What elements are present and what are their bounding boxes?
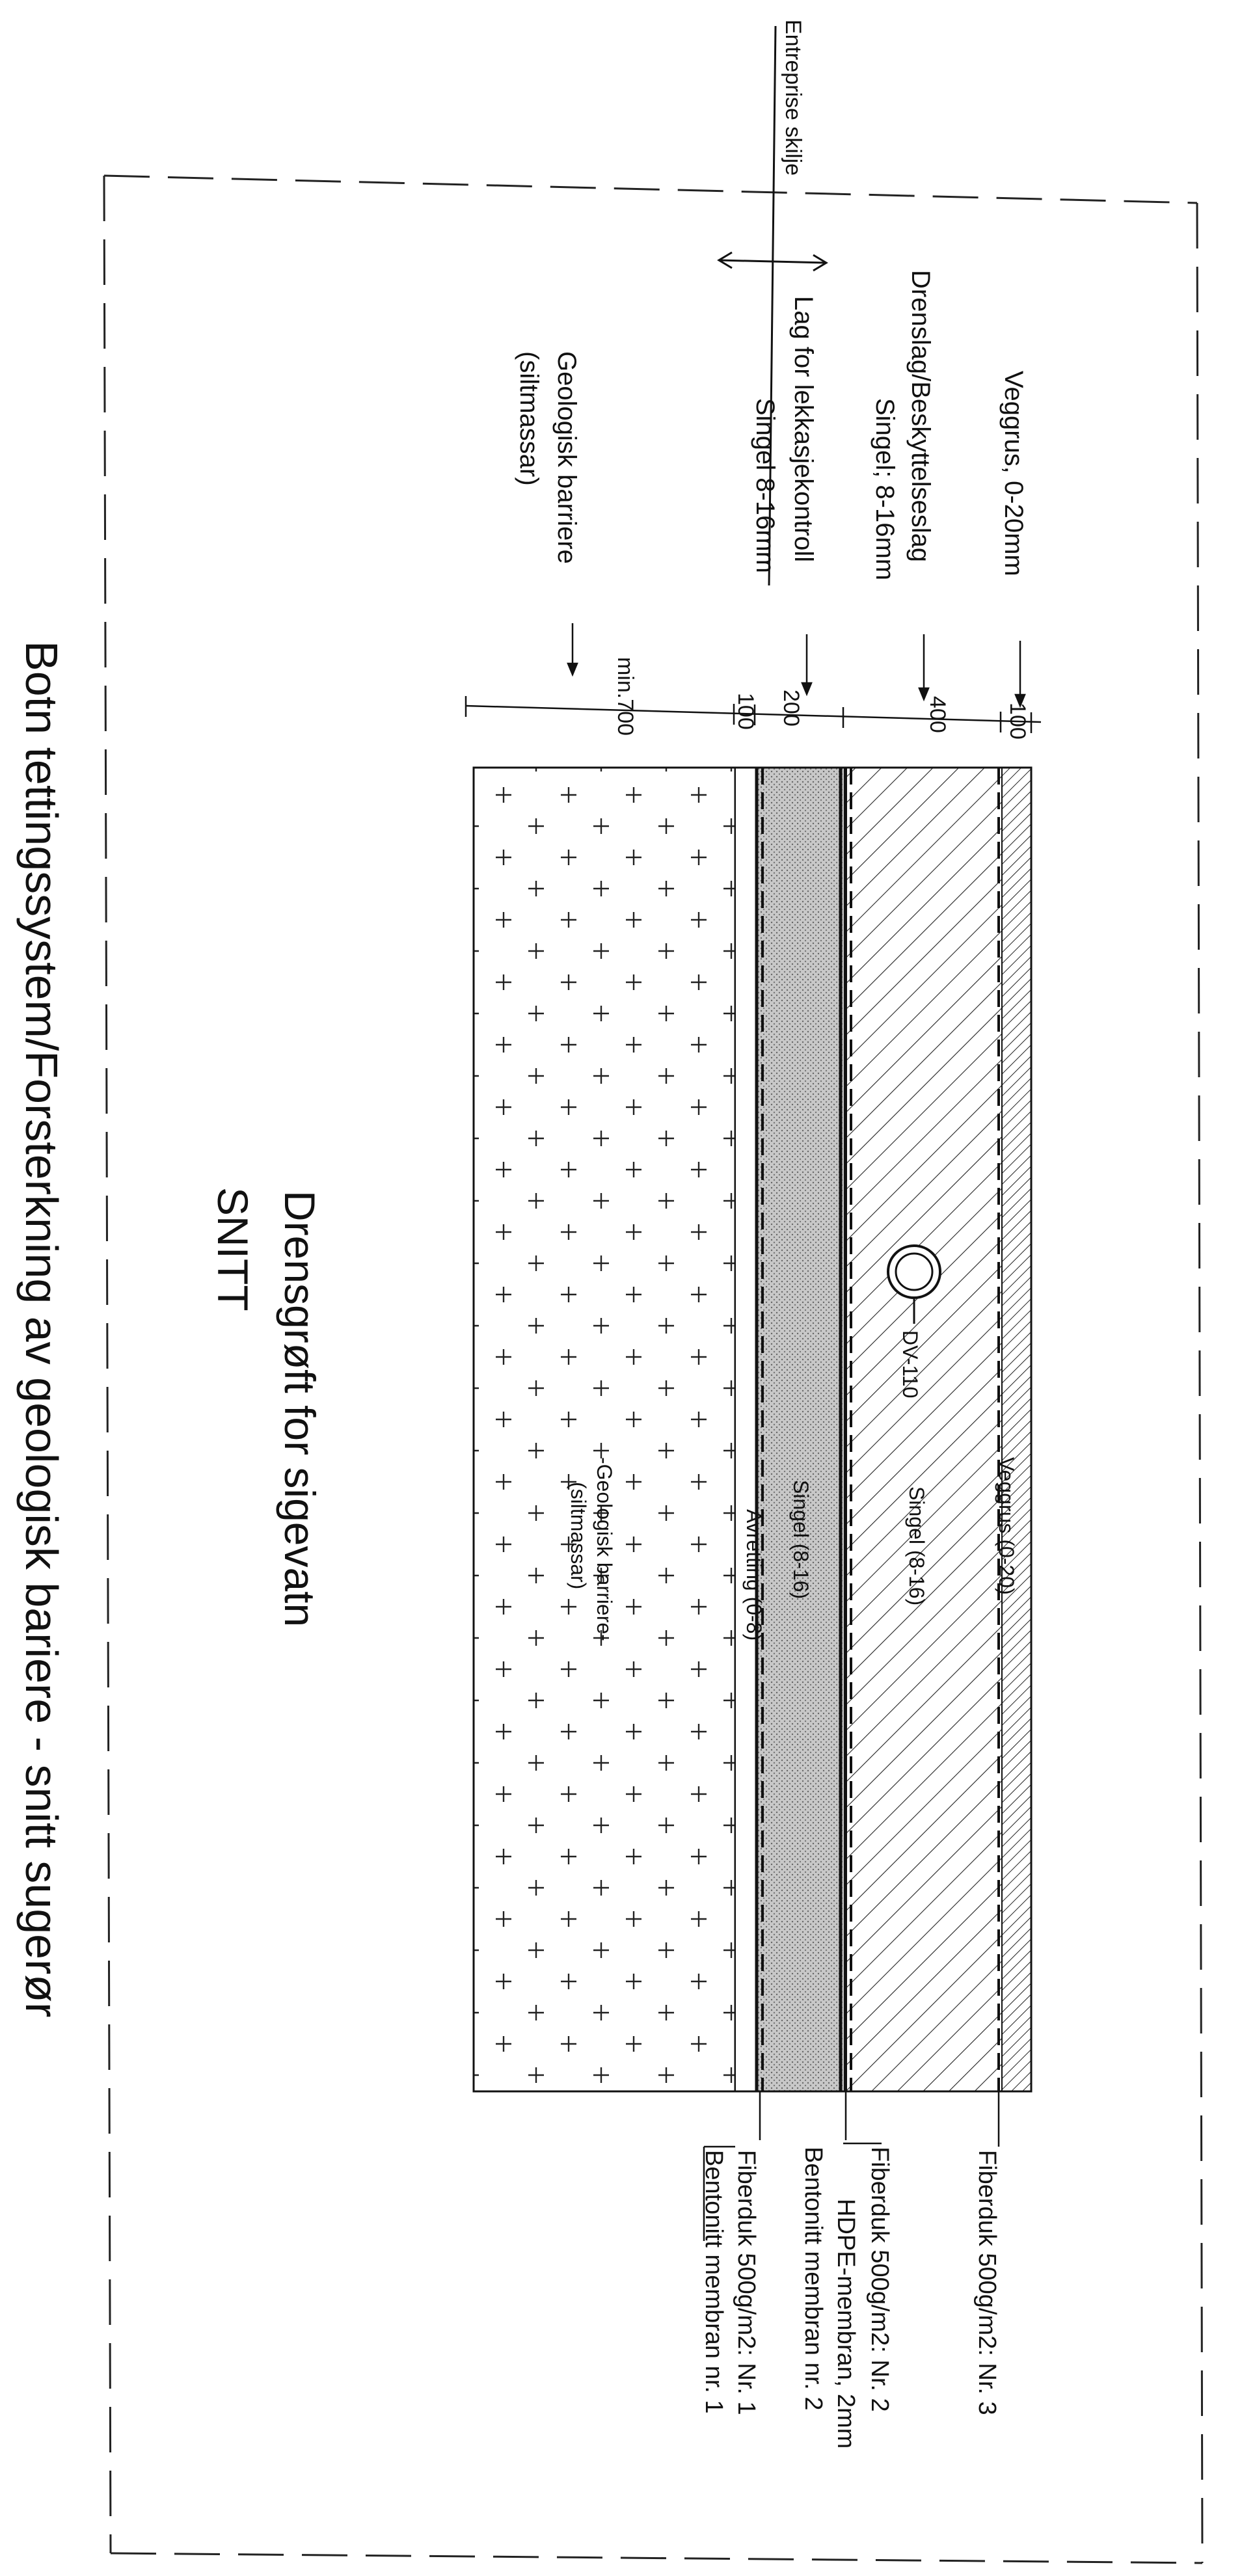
drainage-singel-layer	[844, 767, 1003, 2092]
drenslag-label-1: Drenslag/Beskyttelseslag	[906, 270, 935, 562]
dim-lekkasje: 200	[779, 690, 803, 727]
subtitle-line-2: SNITT	[209, 1187, 257, 1311]
fiberduk-1-label: Fiberduk 500g/m2: Nr. 1	[733, 2150, 760, 2415]
dim-avretting: 100	[733, 693, 758, 730]
lekkasje-label-1: Lag for lekkasjekontroll	[789, 296, 818, 562]
drawing-frame	[103, 174, 1204, 2564]
layer-stack	[472, 766, 1033, 2093]
drainage-pipe	[887, 1244, 941, 1324]
dimension-line	[465, 696, 1042, 733]
veggrus-inner-label: Veggrus (0-20)	[995, 1457, 1018, 1595]
singel-lower-inner-label: Singel (8-16)	[789, 1480, 813, 1599]
avretting-inner-label: Avretting (0-8)	[742, 1509, 766, 1641]
main-title: Botn tettingssystem/Forsterkning av geol…	[16, 641, 67, 2017]
lekkasje-label-2: Singel 8-16mm	[751, 398, 779, 573]
fiberduk-3-label: Fiberduk 500g/m2: Nr. 3	[973, 2150, 1001, 2415]
dim-drenslag: 400	[925, 696, 950, 733]
veggrus-layer	[1001, 767, 1032, 2092]
dim-geo-barrier: min.700	[613, 657, 638, 736]
subtitle-line-1: Drensgrøft for sigevatn	[276, 1190, 324, 1627]
drenslag-label-2: Singel; 8-16mm	[871, 398, 899, 580]
avretting-layer	[735, 767, 757, 2092]
pipe-label: DV-110	[898, 1330, 922, 1398]
veggrus-label: Veggrus, 0-20mm	[999, 371, 1028, 576]
contract-boundary-label: Entreprise skilje	[781, 20, 805, 176]
geo-barrier-label-2: (siltmassar)	[515, 351, 543, 486]
singel-upper-inner-label: Singel (8-16)	[905, 1486, 928, 1605]
contract-boundary-marker	[717, 25, 828, 586]
bentonitt-1-label: Bentonitt membran nr. 1	[700, 2150, 727, 2414]
leak-control-singel-layer	[755, 767, 845, 2092]
geo-inner-label-1: -Geologisk barriere-	[593, 1457, 616, 1641]
geo-inner-label-2: (siltmassar)	[567, 1482, 590, 1589]
dim-veggrus: 100	[1005, 703, 1030, 740]
bentonitt-2-label: Bentonitt membran nr. 2	[800, 2147, 827, 2411]
fiberduk-2-label: Fiberduk 500g/m2: Nr. 2	[866, 2147, 893, 2412]
hdpe-label: HDPE-membran, 2mm	[832, 2199, 859, 2449]
layer-leaders	[567, 623, 1026, 708]
geo-barrier-label-1: Geologisk barriere	[552, 351, 581, 564]
membrane-leaders	[703, 2091, 1000, 2241]
geological-barrier-layer	[472, 766, 736, 2093]
